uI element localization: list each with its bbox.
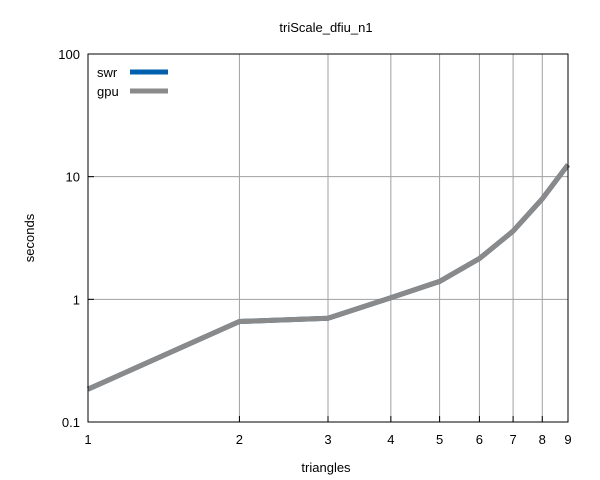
y-axis-ticks: 0.1 1 10 100 [58,47,94,430]
x-tick-label: 9 [564,432,571,447]
x-axis-ticks: 1 2 3 4 5 6 7 8 9 [84,416,572,447]
y-tick-label: 1 [73,292,80,307]
y-axis-label: seconds [22,213,37,262]
x-tick-label: 3 [324,432,331,447]
x-tick-label: 5 [436,432,443,447]
x-axis-label: triangles [301,460,351,475]
y-tick-label: 100 [58,47,80,62]
y-tick-label: 10 [66,170,80,185]
legend-label-gpu: gpu [97,84,119,99]
series-lines [86,163,570,392]
x-tick-label: 7 [509,432,516,447]
x-tick-label: 6 [476,432,483,447]
legend: swr gpu [97,65,168,99]
chart-title: triScale_dfiu_n1 [279,20,372,35]
grid [87,53,569,423]
x-tick-label: 1 [84,432,91,447]
x-tick-label: 2 [236,432,243,447]
series-line-gpu [86,163,570,392]
x-tick-label: 8 [539,432,546,447]
y-tick-label: 0.1 [62,415,80,430]
legend-label-swr: swr [97,65,118,80]
x-tick-label: 4 [387,432,394,447]
